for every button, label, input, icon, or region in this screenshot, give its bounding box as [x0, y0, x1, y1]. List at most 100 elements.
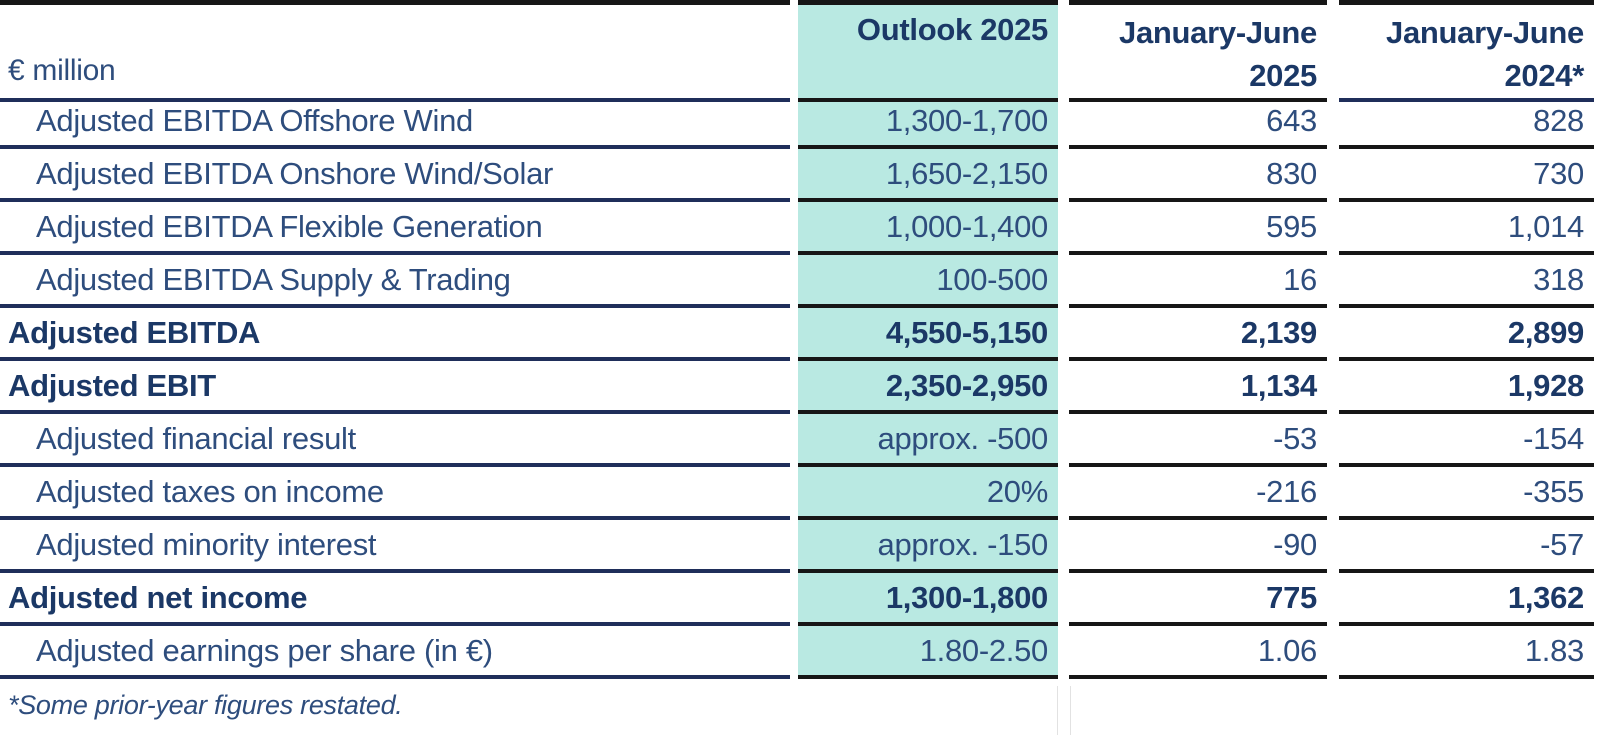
column-gap: [790, 96, 798, 149]
column-gap: [1058, 149, 1069, 202]
cell-outlook: approx. -150: [798, 520, 1058, 573]
column-gap: [1058, 0, 1069, 102]
column-gap: [1058, 626, 1069, 679]
row-label: Adjusted net income: [0, 573, 790, 626]
column-gap: [1327, 520, 1339, 573]
cell-h1-2025: 1.06: [1069, 626, 1327, 679]
footnote: *Some prior-year figures restated.: [8, 690, 403, 720]
table-row: Adjusted EBITDA 4,550-5,150 2,139 2,899: [0, 308, 1594, 361]
column-gap: [790, 308, 798, 361]
cell-h1-2024: 2,899: [1339, 308, 1594, 361]
cell-h1-2024: 730: [1339, 149, 1594, 202]
table-row: Adjusted EBITDA Onshore Wind/Solar 1,650…: [0, 149, 1594, 202]
row-label: Adjusted EBITDA Offshore Wind: [0, 96, 790, 149]
table-row: Adjusted minority interest approx. -150 …: [0, 520, 1594, 573]
column-gap: [790, 149, 798, 202]
cell-h1-2024: 1,014: [1339, 202, 1594, 255]
cell-h1-2024: 318: [1339, 255, 1594, 308]
column-gap: [1327, 96, 1339, 149]
unit-label: € million: [0, 0, 790, 102]
outlook-column-highlight: [798, 0, 1058, 679]
table-row: Adjusted earnings per share (in €) 1.80-…: [0, 626, 1594, 679]
column-gap: [1327, 0, 1339, 102]
cell-outlook: 1,000-1,400: [798, 202, 1058, 255]
cell-outlook: 100-500: [798, 255, 1058, 308]
column-gap: [1327, 308, 1339, 361]
table-body: Adjusted EBITDA Offshore Wind 1,300-1,70…: [0, 96, 1594, 679]
column-gap: [790, 467, 798, 520]
cell-h1-2025: 830: [1069, 149, 1327, 202]
column-gap: [1058, 520, 1069, 573]
row-label: Adjusted financial result: [0, 414, 790, 467]
cell-outlook: 2,350-2,950: [798, 361, 1058, 414]
table-row: Adjusted taxes on income 20% -216 -355: [0, 467, 1594, 520]
row-label: Adjusted earnings per share (in €): [0, 626, 790, 679]
row-label: Adjusted minority interest: [0, 520, 790, 573]
cell-outlook: 1.80-2.50: [798, 626, 1058, 679]
cell-outlook: 20%: [798, 467, 1058, 520]
column-gap: [790, 520, 798, 573]
cell-h1-2024: 828: [1339, 96, 1594, 149]
table-row: Adjusted net income 1,300-1,800 775 1,36…: [0, 573, 1594, 626]
cell-outlook: 1,300-1,800: [798, 573, 1058, 626]
cell-h1-2025: 595: [1069, 202, 1327, 255]
column-gap: [1327, 361, 1339, 414]
cell-outlook: 1,650-2,150: [798, 149, 1058, 202]
cell-h1-2024: -355: [1339, 467, 1594, 520]
column-gap: [1058, 96, 1069, 149]
column-gap: [1327, 202, 1339, 255]
row-label: Adjusted taxes on income: [0, 467, 790, 520]
table-row: Adjusted EBITDA Supply & Trading 100-500…: [0, 255, 1594, 308]
column-gap: [1058, 467, 1069, 520]
column-gap: [790, 573, 798, 626]
cell-h1-2025: 643: [1069, 96, 1327, 149]
row-label: Adjusted EBITDA Supply & Trading: [0, 255, 790, 308]
column-gap: [790, 626, 798, 679]
row-label: Adjusted EBITDA Onshore Wind/Solar: [0, 149, 790, 202]
cell-h1-2024: 1,362: [1339, 573, 1594, 626]
cell-h1-2025: -216: [1069, 467, 1327, 520]
table-row: Adjusted EBITDA Flexible Generation 1,00…: [0, 202, 1594, 255]
column-gap: [1327, 467, 1339, 520]
table-row: Adjusted EBIT 2,350-2,950 1,134 1,928: [0, 361, 1594, 414]
cell-h1-2024: 1,928: [1339, 361, 1594, 414]
table-row: Adjusted EBITDA Offshore Wind 1,300-1,70…: [0, 96, 1594, 149]
column-gap: [1058, 308, 1069, 361]
column-gap: [1327, 626, 1339, 679]
column-gap: [790, 361, 798, 414]
column-gap: [1058, 573, 1069, 626]
financial-table: € million Outlook 2025 January-June 2025…: [0, 0, 1594, 679]
table-row: Adjusted financial result approx. -500 -…: [0, 414, 1594, 467]
cell-outlook: 1,300-1,700: [798, 96, 1058, 149]
cell-h1-2024: 1.83: [1339, 626, 1594, 679]
column-gap: [1327, 414, 1339, 467]
cell-h1-2024: -57: [1339, 520, 1594, 573]
cell-h1-2025: -90: [1069, 520, 1327, 573]
cell-h1-2025: 775: [1069, 573, 1327, 626]
row-label: Adjusted EBITDA: [0, 308, 790, 361]
cell-h1-2025: 1,134: [1069, 361, 1327, 414]
table-header-row: € million Outlook 2025 January-June 2025…: [0, 0, 1594, 102]
row-label: Adjusted EBITDA Flexible Generation: [0, 202, 790, 255]
column-header-january-june-2025: January-June 2025: [1069, 0, 1327, 102]
column-gap-strip: [1057, 686, 1071, 735]
column-gap: [1058, 255, 1069, 308]
column-header-january-june-2024: January-June 2024*: [1339, 0, 1594, 102]
row-label: Adjusted EBIT: [0, 361, 790, 414]
column-gap: [1058, 202, 1069, 255]
cell-outlook: 4,550-5,150: [798, 308, 1058, 361]
column-gap: [790, 255, 798, 308]
cell-outlook: approx. -500: [798, 414, 1058, 467]
column-gap: [1058, 361, 1069, 414]
column-gap: [1058, 414, 1069, 467]
column-gap: [790, 414, 798, 467]
cell-h1-2024: -154: [1339, 414, 1594, 467]
cell-h1-2025: 16: [1069, 255, 1327, 308]
column-gap: [790, 0, 798, 102]
column-gap: [790, 202, 798, 255]
column-header-outlook-2025: Outlook 2025: [798, 0, 1058, 102]
cell-h1-2025: 2,139: [1069, 308, 1327, 361]
column-gap: [1327, 149, 1339, 202]
cell-h1-2025: -53: [1069, 414, 1327, 467]
